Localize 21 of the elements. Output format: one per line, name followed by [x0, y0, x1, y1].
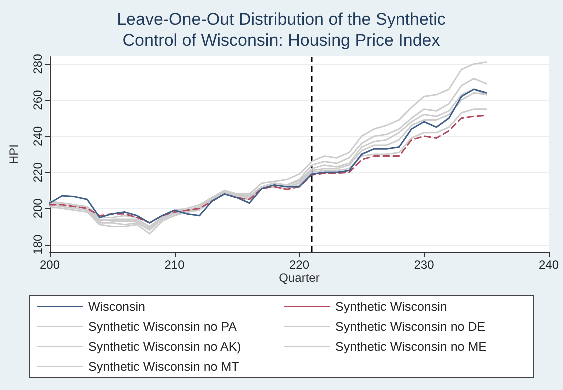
x-tick-label: 220 — [289, 258, 310, 272]
x-tick-label: 240 — [538, 258, 560, 272]
y-tick-label: 260 — [31, 90, 45, 110]
x-axis-title: Quarter — [279, 270, 320, 285]
x-tick-label: 230 — [414, 258, 435, 272]
x-tick-label: 210 — [164, 258, 186, 272]
y-tick-label: 280 — [31, 54, 45, 74]
chart-title: Leave-One-Out Distribution of the Synthetic Control of Wisconsin: Housing Price Index — [117, 10, 446, 50]
legend-label: Synthetic Wisconsin no ME — [336, 340, 487, 354]
legend-label: Wisconsin — [88, 300, 146, 314]
legend-label: Synthetic Wisconsin no AK) — [88, 340, 242, 354]
y-axis-title: HPI — [7, 144, 21, 165]
legend-label: Synthetic Wisconsin no PA — [88, 320, 238, 334]
y-tick-label: 200 — [31, 198, 45, 219]
y-tick-label: 220 — [31, 162, 45, 183]
legend-label: Synthetic Wisconsin no DE — [336, 320, 486, 334]
legend-label: Synthetic Wisconsin — [336, 300, 448, 314]
y-tick-label: 240 — [31, 126, 45, 146]
y-tick-label: 180 — [31, 234, 45, 255]
legend-label: Synthetic Wisconsin no MT — [88, 360, 240, 374]
x-tick-label: 200 — [40, 258, 60, 272]
